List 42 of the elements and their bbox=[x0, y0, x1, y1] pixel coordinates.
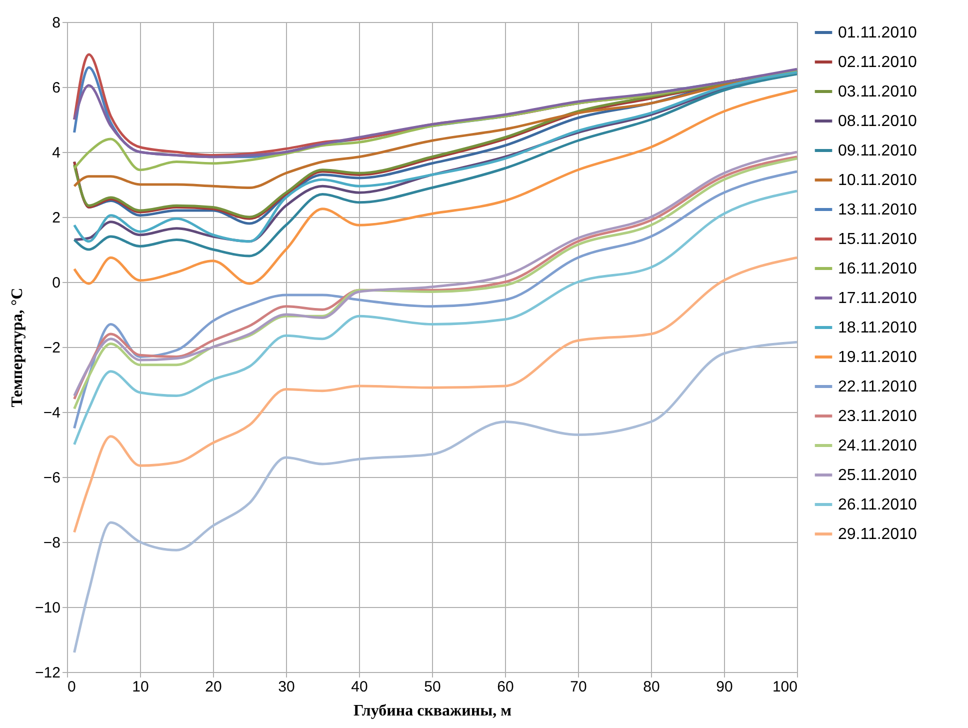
legend-label: 23.11.2010 bbox=[838, 408, 917, 425]
legend-label: 26.11.2010 bbox=[838, 496, 917, 514]
legend-label: 22.11.2010 bbox=[838, 378, 917, 396]
y-tick-label: 2 bbox=[52, 210, 60, 226]
x-axis-title: Глубина скважины, м bbox=[354, 702, 512, 720]
y-tick-label: 0 bbox=[52, 274, 60, 292]
y-tick-label: −6 bbox=[43, 470, 60, 486]
legend-label: 10.11.2010 bbox=[838, 172, 917, 189]
x-tick-label: 60 bbox=[497, 678, 514, 696]
legend-label: 09.11.2010 bbox=[838, 142, 917, 160]
x-tick-label: 30 bbox=[278, 678, 295, 696]
x-tick-label: 90 bbox=[716, 678, 733, 696]
legend-label: 25.11.2010 bbox=[838, 467, 917, 484]
x-tick-label: 100 bbox=[772, 678, 798, 696]
legend-label: 18.11.2010 bbox=[838, 320, 917, 336]
y-tick-label: 8 bbox=[52, 14, 60, 32]
legend-label: 16.11.2010 bbox=[838, 260, 917, 278]
x-tick-label: 70 bbox=[570, 678, 587, 696]
y-tick-label: −8 bbox=[43, 534, 60, 552]
y-tick-label: −4 bbox=[43, 404, 60, 422]
legend-label: 01.11.2010 bbox=[838, 24, 917, 42]
legend-label: 24.11.2010 bbox=[838, 438, 917, 454]
x-tick-label: 50 bbox=[424, 678, 441, 696]
y-axis-title: Температура, °C bbox=[9, 288, 26, 408]
x-tick-label: 0 bbox=[68, 678, 76, 696]
legend-label: 08.11.2010 bbox=[838, 113, 917, 130]
y-tick-label: −2 bbox=[43, 340, 60, 356]
x-tick-label: 40 bbox=[351, 678, 368, 696]
x-tick-label: 10 bbox=[132, 678, 149, 696]
legend-label: 17.11.2010 bbox=[838, 290, 917, 307]
y-tick-label: 4 bbox=[52, 144, 60, 162]
legend-label: 03.11.2010 bbox=[838, 84, 917, 100]
y-tick-label: −12 bbox=[35, 664, 60, 682]
legend-label: 02.11.2010 bbox=[838, 54, 917, 71]
legend-label: 15.11.2010 bbox=[838, 231, 917, 248]
x-tick-label: 20 bbox=[205, 678, 222, 696]
x-tick-label: 80 bbox=[643, 678, 660, 696]
legend-label: 29.11.2010 bbox=[838, 526, 917, 543]
legend-label: 13.11.2010 bbox=[838, 202, 917, 218]
legend-label: 19.11.2010 bbox=[838, 349, 917, 366]
y-tick-label: 6 bbox=[52, 80, 60, 96]
y-tick-label: −10 bbox=[35, 600, 60, 616]
